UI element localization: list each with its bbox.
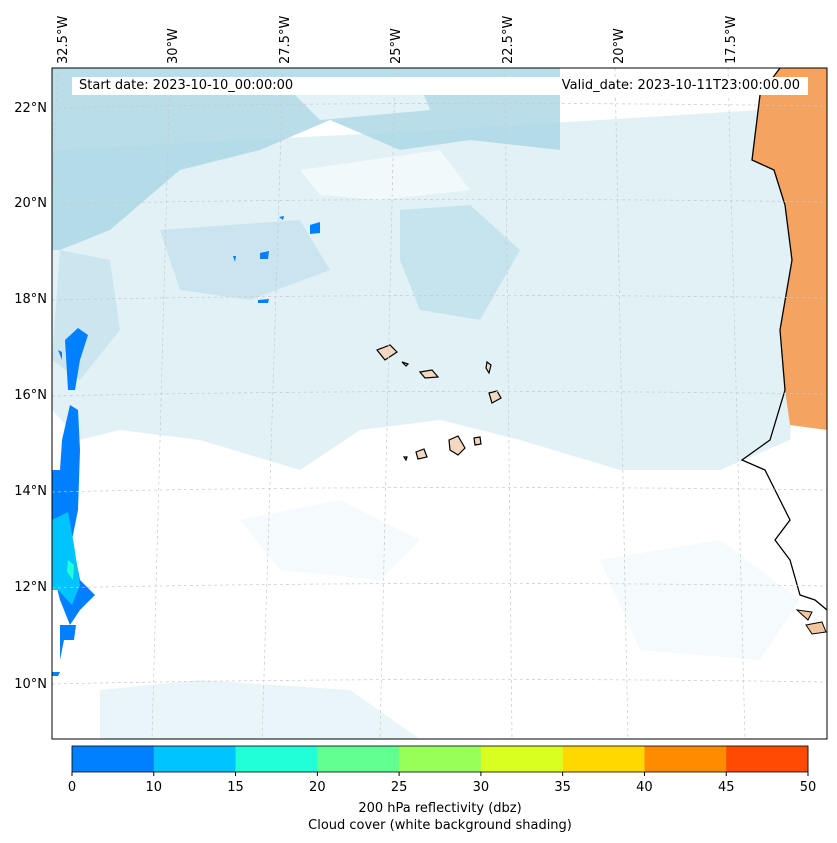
- latitude-labels: 22°N 20°N 18°N 16°N 14°N 12°N 10°N: [14, 101, 47, 692]
- colorbar-tick-label: 0: [68, 780, 76, 795]
- colorbar-frame: [71, 745, 809, 773]
- colorbar-tick-label: 25: [391, 780, 408, 795]
- colorbar-tick-label: 50: [800, 780, 817, 795]
- lon-label-17-5w: 17.5°W: [724, 16, 739, 64]
- lat-label-10n: 10°N: [14, 677, 47, 692]
- start-date-label: Start date: 2023-10-10_00:00:00: [79, 78, 294, 93]
- cloud-cover-shading: [52, 68, 827, 739]
- colorbar-tick-label: 15: [227, 780, 244, 795]
- lon-label-22-5w: 22.5°W: [501, 16, 516, 64]
- map-frame: [51, 67, 828, 740]
- lon-label-30w: 30°W: [166, 28, 181, 64]
- colorbar-swatch: [562, 746, 645, 772]
- colorbar: 0 10 15 20 25 30 35 40 45 50: [68, 745, 816, 795]
- colorbar-tick-label: 40: [636, 780, 653, 795]
- graticule: [52, 68, 827, 739]
- colorbar-swatch: [399, 746, 482, 772]
- colorbar-swatch: [480, 746, 564, 772]
- colorbar-swatch: [235, 746, 318, 772]
- colorbar-swatch: [644, 746, 727, 772]
- colorbar-label: 200 hPa reflectivity (dbz): [358, 801, 522, 816]
- reflectivity-contours: [52, 216, 320, 676]
- valid-date-label: Valid_date: 2023-10-11T23:00:00.00: [561, 78, 800, 93]
- colorbar-swatch: [72, 746, 155, 772]
- lat-label-16n: 16°N: [14, 388, 47, 403]
- longitude-labels: 32.5°W 30°W 27.5°W 25°W 22.5°W 20°W 17.5…: [56, 16, 739, 64]
- header-bar: Start date: 2023-10-10_00:00:00 Valid_da…: [72, 77, 808, 95]
- lat-label-18n: 18°N: [14, 292, 47, 307]
- lon-label-27-5w: 27.5°W: [278, 16, 293, 64]
- colorbar-ticks: 0 10 15 20 25 30 35 40 45 50: [68, 772, 816, 795]
- lat-label-22n: 22°N: [14, 101, 47, 116]
- colorbar-swatch: [726, 746, 809, 772]
- lat-label-12n: 12°N: [14, 580, 47, 595]
- colorbar-tick-label: 35: [554, 780, 571, 795]
- land: [740, 68, 827, 635]
- colorbar-tick-label: 45: [718, 780, 735, 795]
- lon-label-25w: 25°W: [389, 28, 404, 64]
- cape-verde-islands: [376, 344, 502, 462]
- lon-label-32-5w: 32.5°W: [56, 16, 71, 64]
- colorbar-swatch: [317, 746, 400, 772]
- lat-label-20n: 20°N: [14, 196, 47, 211]
- colorbar-tick-label: 20: [309, 780, 326, 795]
- colorbar-swatch: [153, 746, 237, 772]
- colorbar-sublabel: Cloud cover (white background shading): [308, 818, 572, 833]
- colorbar-tick-label: 30: [473, 780, 490, 795]
- lon-label-20w: 20°W: [612, 28, 627, 64]
- colorbar-swatches: [72, 746, 809, 772]
- colorbar-tick-label: 10: [146, 780, 163, 795]
- lat-label-14n: 14°N: [14, 484, 47, 499]
